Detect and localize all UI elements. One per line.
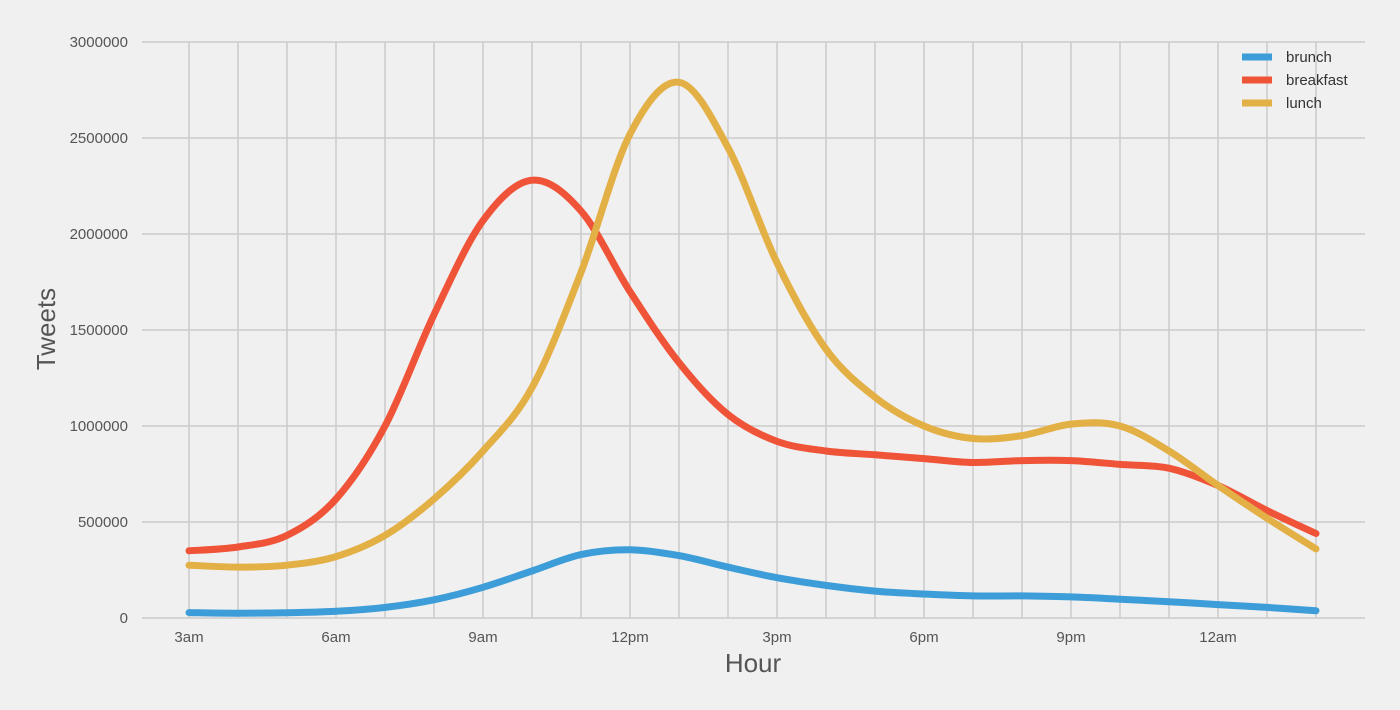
x-tick-label: 12am	[1199, 629, 1237, 646]
y-axis-ticks: 0 500000 1000000 1500000 2000000 2500000 30000…	[70, 34, 128, 627]
y-tick-label: 1000000	[70, 418, 128, 435]
series-line-lunch	[185, 78, 1320, 571]
y-axis-label: Tweets	[31, 288, 61, 370]
legend-label-breakfast: breakfast	[1286, 72, 1349, 89]
y-tick-label: 2000000	[70, 226, 128, 243]
x-tick-label: 9am	[468, 629, 497, 646]
x-axis-label: Hour	[725, 648, 782, 678]
legend-label-lunch: lunch	[1286, 95, 1322, 112]
x-tick-label: 3pm	[762, 629, 791, 646]
x-tick-label: 12pm	[611, 629, 649, 646]
legend-label-brunch: brunch	[1286, 49, 1332, 66]
grid	[142, 41, 1365, 619]
x-tick-label: 6am	[321, 629, 350, 646]
series-line-brunch	[185, 546, 1320, 617]
y-tick-label: 2500000	[70, 130, 128, 147]
y-tick-label: 1500000	[70, 322, 128, 339]
x-tick-label: 6pm	[909, 629, 938, 646]
y-tick-label: 0	[120, 610, 128, 627]
legend: brunch breakfast lunch	[1242, 49, 1349, 112]
series-layer	[185, 78, 1320, 617]
x-tick-label: 3am	[174, 629, 203, 646]
x-axis-ticks: 3am 6am 9am 12pm 3pm 6pm 9pm 12am	[174, 629, 1236, 646]
series-line-breakfast	[185, 176, 1320, 555]
y-tick-label: 500000	[78, 514, 128, 531]
y-tick-label: 3000000	[70, 34, 128, 51]
x-tick-label: 9pm	[1056, 629, 1085, 646]
